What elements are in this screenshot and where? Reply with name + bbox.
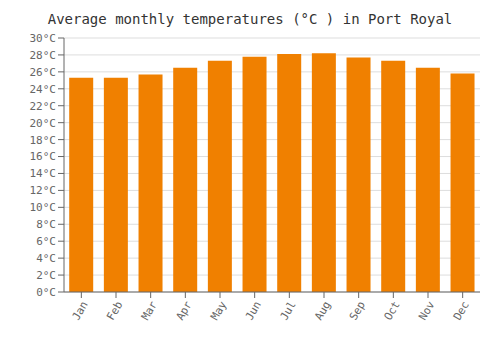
svg-text:Sep: Sep [347,299,368,323]
svg-text:16°C: 16°C [30,150,57,163]
svg-text:12°C: 12°C [30,184,57,197]
svg-text:26°C: 26°C [30,66,57,79]
svg-text:Apr: Apr [173,299,194,323]
svg-text:Aug: Aug [312,299,333,323]
svg-text:30°C: 30°C [30,32,57,45]
svg-text:May: May [208,299,229,323]
svg-text:Jul: Jul [277,299,298,323]
svg-text:Jan: Jan [69,299,90,323]
svg-text:Oct: Oct [381,299,402,323]
svg-text:28°C: 28°C [30,49,57,62]
svg-text:Jun: Jun [243,299,264,323]
svg-text:20°C: 20°C [30,117,57,130]
html-text:Average monthly temperatures (: Average monthly temperatures (°C ) in Po… [47,11,453,27]
svg-text:Feb: Feb [104,299,125,323]
svg-text:0°C: 0°C [36,286,56,299]
svg-text:Nov: Nov [416,299,437,323]
svg-text:4°C: 4°C [36,252,56,265]
svg-text:2°C: 2°C [36,269,56,282]
svg-text:24°C: 24°C [30,83,57,96]
svg-text:10°C: 10°C [30,201,57,214]
svg-text:18°C: 18°C [30,134,57,147]
svg-text:8°C: 8°C [36,218,56,231]
svg-text:Dec: Dec [451,299,472,323]
svg-text:22°C: 22°C [30,100,57,113]
svg-text:6°C: 6°C [36,235,56,248]
svg-text:14°C: 14°C [30,167,57,180]
svg-text:Mar: Mar [139,299,160,323]
